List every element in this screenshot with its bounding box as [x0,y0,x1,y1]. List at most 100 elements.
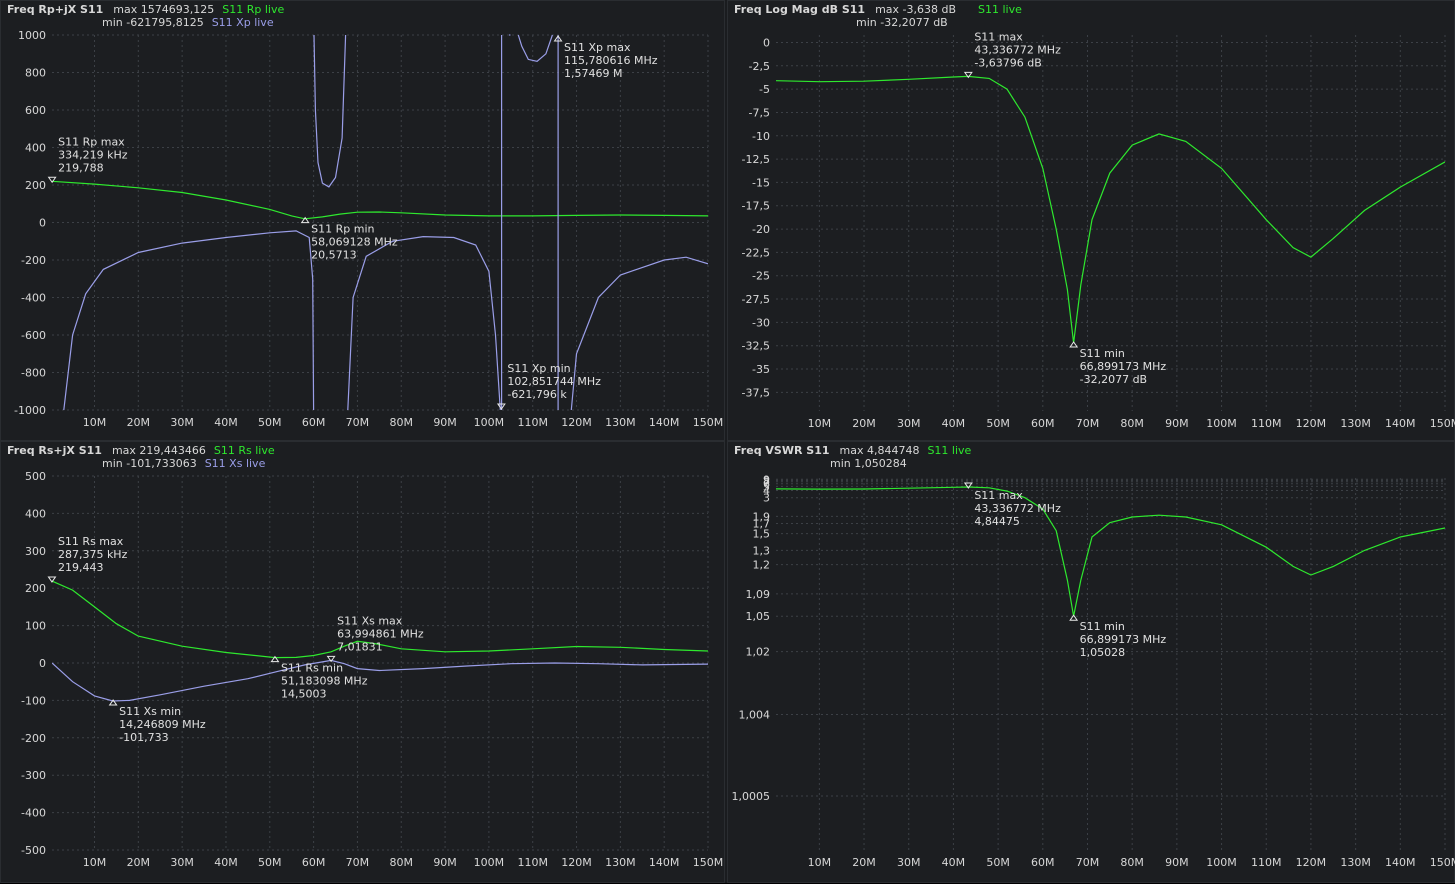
y-tick-label: 1,2 [753,559,771,572]
x-tick-label: 120M [1296,856,1327,869]
rp-jx-plot[interactable]: 1000 800 600 400 200 0 -200 -400 -600 -800 -1000 10… [1,1,726,442]
y-tick-label: 600 [25,104,46,117]
x-tick-label: 90M [433,416,457,429]
y-tick-label: -37,5 [742,386,770,399]
x-tick-label: 20M [127,856,151,869]
y-tick-label: 3 [763,492,770,505]
y-tick-label: 400 [25,142,46,155]
y-tick-label: -7,5 [749,106,770,119]
y-tick-label: -500 [21,844,46,857]
logmag-plot[interactable]: 0 -2,5 -5 -7,5 -10 -12,5 -15 -17,5 -20 -22,5 -25 -2… [728,1,1455,442]
x-tick-label: 150M [1430,417,1455,430]
x-tick-label: 120M [561,856,592,869]
y-tick-label: 9 [763,473,770,486]
marker-label: -621,796 k [507,388,567,401]
marker-label: 7,01831 [337,640,383,653]
y-tick-label: -30 [752,316,770,329]
x-tick-label: 150M [693,856,724,869]
marker-label: 63,994861 MHz [337,627,424,640]
y-tick-label: -12,5 [742,153,770,166]
chart-min-stat: min -101,733063 [102,457,197,470]
marker-triangle [963,482,973,489]
marker-label: 1,05028 [1080,646,1126,659]
x-tick-label: 50M [258,416,282,429]
rs-jx-plot[interactable]: 500 400 300 200 100 0 -100 -200 -300 -400 -500 10M 2… [1,442,726,884]
vswr-chart-panel[interactable]: Freq VSWR S11 max 4,844748 S11 live min 1,… [727,441,1455,883]
rp-jx-chart-panel[interactable]: Freq Rp+jX S11 max 1574693,125 S11 Rp live… [0,0,725,441]
y-tick-label: 1,0005 [732,790,771,803]
x-tick-label: 50M [986,856,1010,869]
marker-triangle [553,35,563,42]
logmag-chart-panel[interactable]: Freq Log Mag dB S11 max -3,638 dB S11 live… [727,0,1455,441]
chart-header: Freq VSWR S11 max 4,844748 S11 live min 1,… [734,444,971,470]
y-tick-label: 200 [25,582,46,595]
rs-jx-chart-panel[interactable]: Freq Rs+jX S11 max 219,443466 S11 Rs live … [0,441,725,883]
marker-label: -3,63796 dB [974,56,1041,69]
x-tick-label: 30M [170,856,194,869]
x-tick-label: 30M [170,416,194,429]
y-tick-label: -600 [21,329,46,342]
x-tick-label: 150M [693,416,724,429]
marker-label: 66,899173 MHz [1080,633,1167,646]
x-tick-label: 20M [852,856,876,869]
x-tick-label: 20M [127,416,151,429]
y-tick-label: 200 [25,179,46,192]
x-tick-label: 110M [1251,417,1282,430]
x-tick-label: 130M [605,856,636,869]
marker-label: 1,57469 M [564,67,622,80]
x-tick-label: 100M [1206,856,1237,869]
y-tick-label: 1,5 [753,528,771,541]
chart-header: Freq Rs+jX S11 max 219,443466 S11 Rs live … [7,444,275,470]
marker-label: 102,851744 MHz [507,375,601,388]
legend-series-1: S11 live [978,3,1022,16]
x-tick-label: 40M [942,417,966,430]
x-tick-label: 100M [1206,417,1237,430]
x-tick-label: 70M [1076,417,1100,430]
x-tick-label: 80M [390,856,414,869]
marker-triangle [496,403,506,410]
x-tick-label: 80M [390,416,414,429]
marker-label: 287,375 kHz [58,548,128,561]
legend-series-1: S11 Rp live [222,3,285,16]
y-tick-label: -200 [21,254,46,267]
x-tick-label: 140M [649,856,680,869]
x-tick-label: 40M [942,856,966,869]
marker-label: 20,5713 [311,249,357,262]
x-tick-label: 30M [897,856,921,869]
y-tick-label: 5 [763,480,770,493]
marker-label: S11 max [974,30,1023,43]
y-tick-label: 0 [39,657,46,670]
x-tick-label: 140M [1385,417,1416,430]
y-tick-label: 1,09 [746,588,771,601]
y-tick-label: -32,5 [742,340,770,353]
x-tick-label: 50M [986,417,1010,430]
x-tick-label: 40M [214,856,238,869]
marker-label: 66,899173 MHz [1080,360,1167,373]
chart-max-stat: max 219,443466 [111,444,206,457]
y-tick-label: 6 [763,478,770,491]
x-tick-label: 70M [346,416,370,429]
series-line-2 [313,34,347,188]
x-tick-label: 20M [852,417,876,430]
x-tick-label: 140M [649,416,680,429]
x-tick-label: 90M [1165,417,1189,430]
y-tick-label: -5 [759,83,770,96]
marker-label: 43,336772 MHz [974,43,1061,56]
y-tick-label: -400 [21,807,46,820]
x-tick-label: 60M [302,416,326,429]
marker-label: S11 min [1080,347,1125,360]
x-tick-label: 60M [1031,417,1055,430]
y-tick-label: 7 [763,476,770,489]
chart-max-stat: max -3,638 dB [875,3,957,16]
series-line-2 [52,659,708,702]
marker-label: 14,246809 MHz [119,718,206,731]
chart-min-stat: min -32,2077 dB [856,16,948,29]
marker-label: S11 max [974,489,1023,502]
legend-series-2: S11 Xs live [204,457,266,470]
y-tick-label: -20 [752,223,770,236]
x-tick-label: 80M [1120,856,1144,869]
x-tick-label: 60M [302,856,326,869]
chart-max-stat: max 1574693,125 [113,3,215,16]
